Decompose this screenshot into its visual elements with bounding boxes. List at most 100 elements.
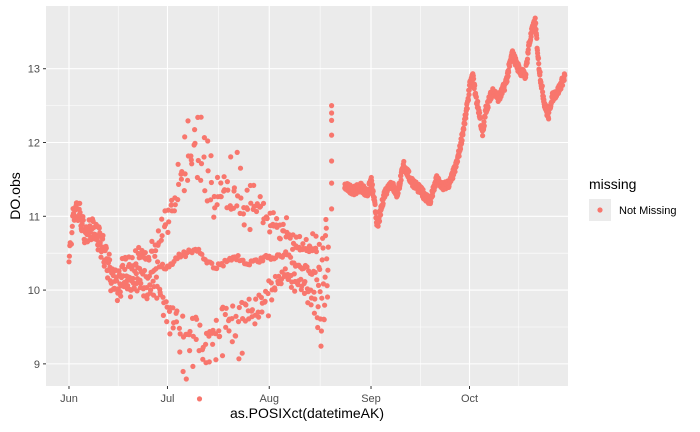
data-point [163, 299, 169, 305]
data-point [472, 82, 478, 89]
data-point [208, 197, 214, 203]
data-point [463, 115, 469, 121]
data-point [153, 248, 159, 254]
data-point [199, 251, 205, 257]
data-point [380, 201, 386, 207]
data-point [178, 176, 184, 182]
data-point [471, 76, 477, 82]
data-point [251, 182, 257, 188]
data-point [219, 353, 226, 359]
data-point [240, 211, 246, 217]
data-point [133, 261, 139, 267]
data-point [482, 114, 488, 120]
data-point [66, 253, 72, 259]
legend-title: missing [589, 176, 636, 192]
data-point [136, 244, 142, 251]
data-point [311, 310, 317, 316]
data-point [124, 278, 130, 284]
data-point [134, 288, 140, 294]
data-point [270, 210, 276, 216]
data-point [322, 274, 328, 280]
data-point [182, 171, 188, 177]
data-point [477, 115, 484, 121]
data-point [372, 201, 378, 208]
data-point [480, 133, 486, 139]
data-point [185, 177, 191, 183]
data-point [205, 168, 211, 174]
data-point [262, 298, 268, 304]
data-point [322, 302, 328, 308]
y-tick-label: 12 [28, 138, 40, 150]
data-point [369, 182, 375, 188]
data-point [464, 105, 470, 112]
data-point [194, 316, 200, 322]
data-point [523, 71, 529, 78]
data-point [303, 236, 309, 243]
data-point [324, 256, 330, 262]
data-point [198, 161, 205, 167]
data-point [146, 273, 152, 279]
data-point [187, 348, 193, 354]
data-point [97, 240, 103, 246]
data-point [318, 343, 324, 349]
data-point [197, 322, 203, 328]
data-point [222, 311, 228, 318]
data-point [192, 127, 198, 133]
data-point [465, 97, 471, 103]
data-point [538, 79, 544, 85]
data-point [214, 174, 221, 180]
data-point [221, 174, 227, 180]
data-point [260, 258, 266, 264]
data-point [202, 188, 208, 194]
data-point [160, 294, 166, 300]
legend: missing Not Missing [589, 176, 676, 221]
data-point [288, 254, 294, 260]
data-point [177, 349, 183, 355]
data-point [180, 368, 186, 375]
data-point [236, 356, 242, 362]
data-point [329, 206, 335, 212]
data-point [176, 181, 182, 187]
data-point [376, 218, 383, 224]
x-tick-label: Aug [259, 393, 279, 405]
data-point [401, 158, 407, 165]
data-point [114, 278, 120, 284]
data-point [324, 294, 331, 300]
data-point [241, 222, 247, 228]
data-point [329, 110, 335, 116]
data-point [533, 26, 539, 32]
data-point [214, 202, 220, 208]
data-point [166, 219, 172, 225]
y-axis-title: DO.obs [7, 172, 23, 219]
data-point [239, 350, 245, 356]
data-point [322, 233, 329, 239]
data-point [177, 331, 183, 337]
data-point [168, 202, 174, 208]
data-point [165, 229, 171, 235]
x-axis-title: as.POSIXct(datetimeAK) [230, 405, 384, 421]
data-point [107, 257, 113, 263]
data-point [267, 229, 273, 235]
data-point [216, 328, 222, 334]
data-point [370, 188, 376, 194]
data-point [172, 202, 178, 208]
plot-panel [46, 6, 568, 386]
data-point [236, 304, 242, 311]
data-point [398, 177, 404, 183]
data-point [329, 117, 335, 123]
data-point [66, 259, 72, 265]
data-point [230, 303, 236, 309]
data-point [288, 284, 294, 290]
data-point [155, 259, 161, 265]
data-point [308, 302, 314, 308]
data-point [318, 328, 324, 334]
data-point [189, 161, 195, 167]
data-point [249, 307, 255, 313]
data-point [280, 221, 286, 227]
data-point [135, 250, 141, 257]
data-point [539, 83, 545, 89]
data-point [175, 161, 181, 167]
data-point [395, 190, 401, 196]
data-point [319, 295, 325, 301]
data-point [69, 223, 75, 229]
